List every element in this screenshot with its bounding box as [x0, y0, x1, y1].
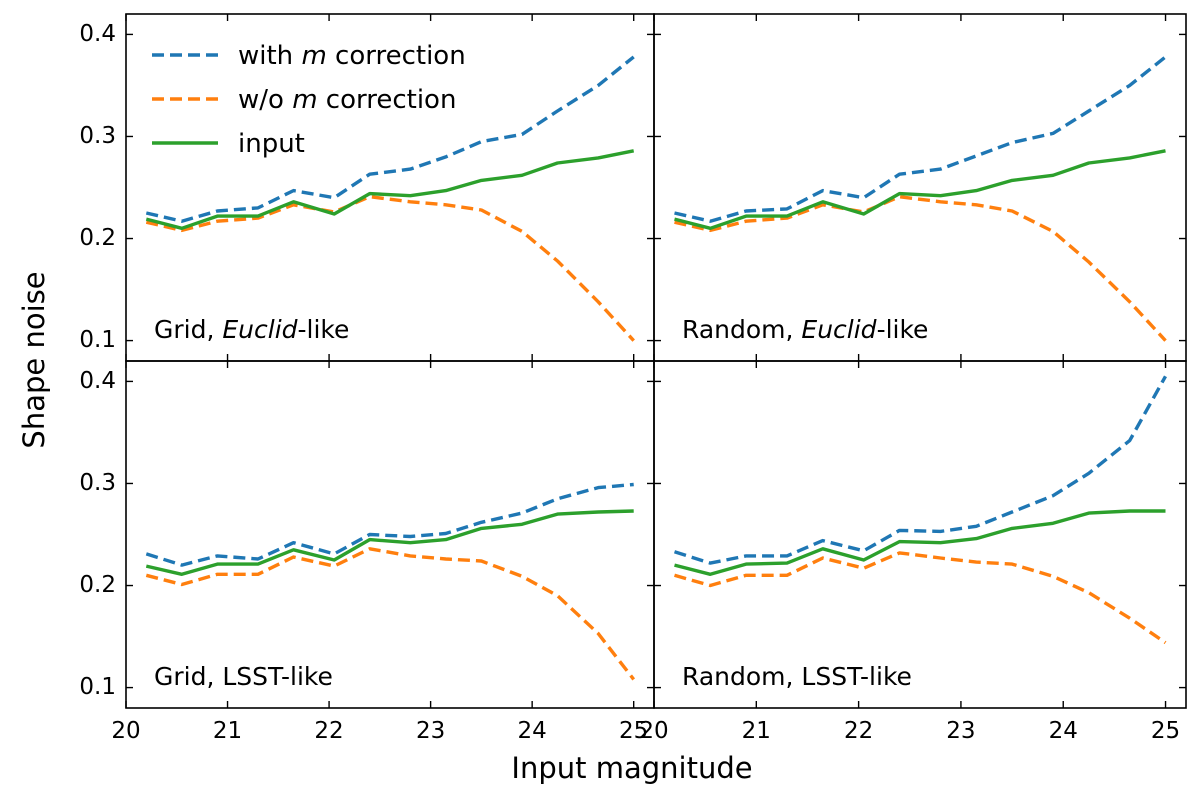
panel-label-grid-euclid-part-0: Grid,	[154, 315, 222, 344]
y-axis-title: Shape noise	[17, 271, 51, 448]
y-tick-label: 0.3	[79, 470, 116, 496]
series-line-without-m	[145, 547, 636, 681]
series-line-without-m	[145, 194, 635, 342]
legend-label-1-part-1: m	[292, 85, 317, 115]
x-tick-label: 22	[844, 718, 873, 744]
series-line-input	[145, 509, 634, 576]
panel-label-random-lsst: Random, LSST-like	[682, 662, 912, 691]
y-tick-label: 0.4	[79, 21, 116, 47]
x-tick-label: 24	[518, 718, 547, 744]
legend-label-1-part-0: w/o	[238, 85, 292, 115]
panel-frame	[653, 360, 1187, 709]
series-line-input	[674, 149, 1166, 231]
legend-label-0: with m correction	[238, 41, 466, 71]
panel-label-grid-euclid: Grid, Euclid-like	[154, 315, 349, 344]
panel-label-grid-euclid-part-1: Euclid	[222, 315, 297, 344]
legend-label-1: w/o m correction	[238, 85, 456, 115]
legend-label-1-part-2: correction	[318, 85, 457, 115]
x-tick-label: 21	[742, 718, 771, 744]
series-line-with-m	[145, 482, 634, 567]
y-tick-label: 0.2	[79, 225, 116, 251]
panel-frame	[653, 13, 1187, 362]
panel-label-random-euclid-part-1: Euclid	[801, 315, 876, 344]
x-tick-label: 24	[1049, 718, 1078, 744]
y-tick-label: 0.1	[79, 674, 116, 700]
panel-label-random-euclid: Random, Euclid-like	[682, 315, 928, 344]
legend-label-2: input	[238, 129, 305, 159]
series-line-input	[145, 149, 635, 231]
x-tick-label: 23	[416, 718, 445, 744]
y-tick-label: 0.4	[79, 368, 116, 394]
panel-label-random-lsst-part-0: Random, LSST-like	[682, 662, 912, 691]
series-line-with-m	[674, 55, 1167, 223]
x-tick-label: 21	[213, 718, 242, 744]
y-tick-label: 0.3	[79, 123, 116, 149]
x-axis-title: Input magnitude	[511, 751, 752, 785]
x-tick-label: 25	[619, 718, 648, 744]
panel-grid-euclid: 0.1 0.2 0.3 0.4 Grid, Euclid-like	[79, 13, 655, 362]
panel-label-random-euclid-part-0: Random,	[682, 315, 801, 344]
series-line-without-m	[674, 551, 1167, 645]
series-line-without-m	[674, 194, 1167, 342]
series-line-with-m	[145, 55, 635, 223]
panel-grid-lsst: 20 21 22 23 24 25 0.1 0.2 0.3 0.4 Grid, LSST-like	[79, 360, 655, 744]
panel-random-lsst: 20 21 22 23 24 25 Random, LSST-like	[639, 360, 1187, 744]
legend-label-0-part-1: m	[301, 41, 326, 71]
legend-label-0-part-0: with	[238, 41, 301, 71]
panel-label-grid-euclid-part-2: -like	[298, 315, 350, 344]
x-tick-label: 20	[639, 718, 668, 744]
panel-label-grid-lsst: Grid, LSST-like	[154, 662, 333, 691]
series-line-with-m	[673, 375, 1167, 565]
x-tick-label: 22	[314, 718, 343, 744]
x-tick-label: 23	[946, 718, 975, 744]
panel-label-random-euclid-part-2: -like	[877, 315, 929, 344]
series-line-input	[674, 509, 1166, 576]
y-tick-label: 0.2	[79, 572, 116, 598]
legend-label-0-part-2: correction	[327, 41, 466, 71]
x-tick-label: 25	[1151, 718, 1180, 744]
x-tick-label: 20	[111, 718, 140, 744]
panel-label-grid-lsst-part-0: Grid, LSST-like	[154, 662, 333, 691]
y-tick-label: 0.1	[79, 327, 116, 353]
panel-random-euclid: Random, Euclid-like	[653, 13, 1187, 362]
legend-label-2-part-0: input	[238, 129, 305, 159]
